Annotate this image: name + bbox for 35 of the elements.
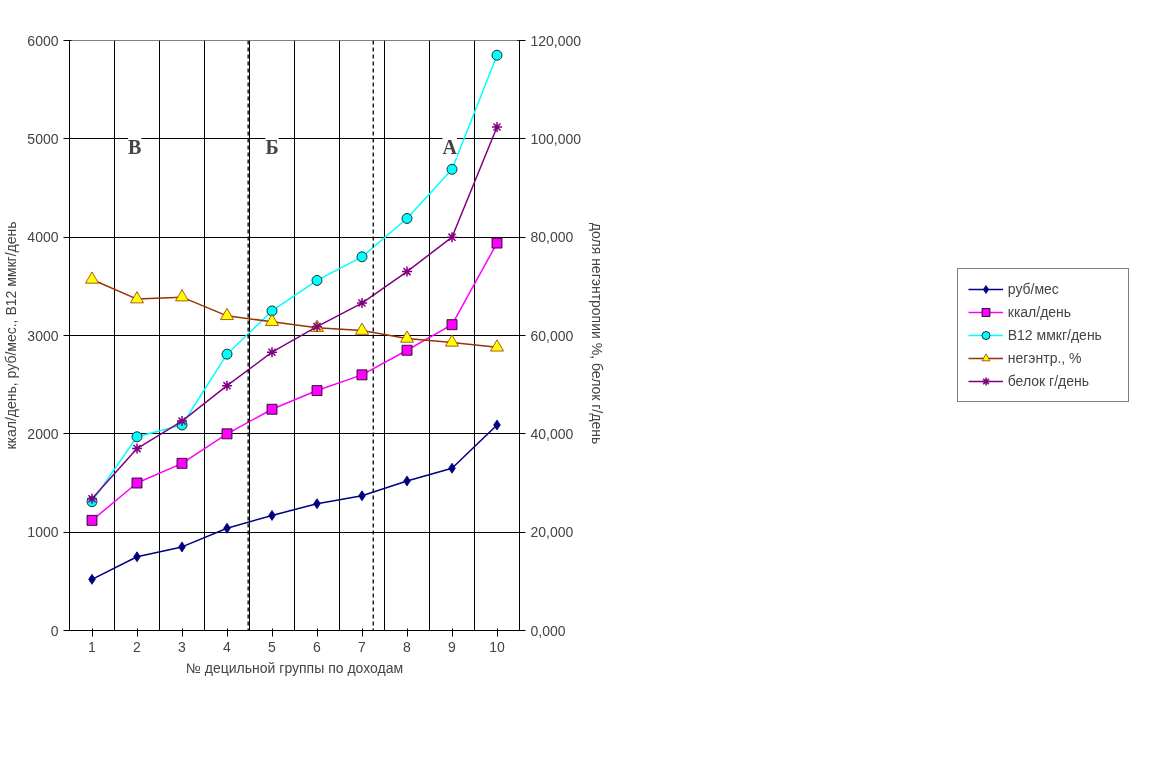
y-tick-label: 4000 [27,229,59,246]
y2-tick-label: 40,000 [530,425,574,442]
annotation: В [128,135,142,158]
legend-label: белок г/день [1007,373,1091,389]
legend-label: В12 ммкг/день [1007,327,1103,343]
y-tick-label: 0 [50,622,59,639]
x-axis-title: № децильной группы по доходам [185,659,404,676]
x-tick-label: 3 [178,638,187,655]
x-tick-label: 2 [133,638,142,655]
y2-tick-label: 100,000 [530,130,582,147]
annotation: А [442,135,458,158]
legend-label: негэнтр., % [1007,350,1083,366]
x-tick-label: 4 [223,638,232,655]
y-tick-label: 1000 [27,524,59,541]
y-tick-label: 6000 [27,32,59,49]
x-tick-label: 1 [88,638,97,655]
y2-tick-label: 0,000 [530,622,566,639]
x-tick-label: 10 [489,638,505,655]
y2-axis-title: доля негэнтропии %, белок г/день [589,222,606,445]
y2-tick-label: 60,000 [530,327,574,344]
x-tick-label: 8 [403,638,412,655]
x-tick-label: 6 [313,638,322,655]
y-tick-label: 5000 [27,130,59,147]
y2-tick-label: 80,000 [530,229,574,246]
x-tick-label: 5 [268,638,277,655]
y-axis-title: ккал/день, руб/мес., В12 ммкг/день [3,221,20,450]
y-tick-label: 3000 [27,327,59,344]
y2-tick-label: 120,000 [530,32,582,49]
y2-tick-label: 20,000 [530,524,574,541]
x-tick-label: 9 [448,638,457,655]
x-tick-label: 7 [358,638,367,655]
legend-label: руб/мес [1007,281,1060,297]
legend-label: ккал/день [1007,304,1073,320]
y-tick-label: 2000 [27,425,59,442]
annotation: Б [265,135,279,158]
